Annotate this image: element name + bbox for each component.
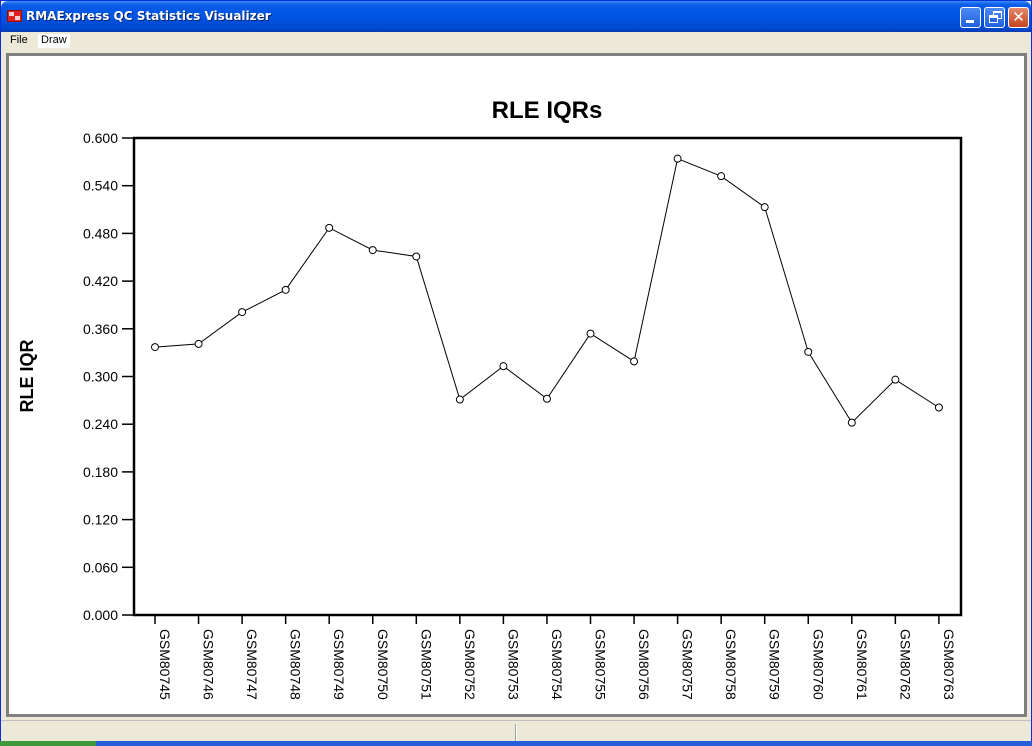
data-point (151, 343, 159, 352)
data-point (804, 347, 813, 356)
y-tick-label: 0.060 (83, 559, 118, 575)
minimize-button[interactable] (960, 7, 981, 28)
y-tick-label: 0.000 (83, 607, 118, 623)
y-tick-label: 0.240 (83, 416, 118, 432)
restore-icon-front (989, 15, 998, 23)
chart-title: RLE IQRs (492, 97, 603, 124)
window-title: RMAExpress QC Statistics Visualizer (26, 9, 271, 23)
chart-canvas: RLE IQRs RLE IQR 0.000 0.060 0.120 0.180 0.240… (6, 53, 1027, 717)
x-tick-label: GSM80758 (723, 629, 739, 700)
y-tick-label: 0.480 (83, 225, 118, 241)
y-tick-label: 0.300 (83, 369, 118, 385)
data-point (586, 329, 595, 338)
taskbar (0, 741, 1032, 746)
data-point (281, 285, 290, 294)
x-tick-label: GSM80754 (549, 629, 565, 700)
x-tick-label: GSM80756 (636, 629, 652, 700)
x-tick-label: GSM80757 (680, 629, 696, 700)
data-point (891, 375, 900, 384)
menu-file[interactable]: File (10, 34, 28, 46)
start-button[interactable] (0, 741, 96, 746)
x-tick-label: GSM80759 (767, 629, 783, 700)
data-point (934, 403, 943, 412)
x-tick-label: GSM80750 (375, 629, 391, 700)
x-tick-label: GSM80760 (810, 629, 826, 700)
status-separator (515, 724, 517, 741)
x-tick-label: GSM80745 (157, 629, 173, 700)
data-point (368, 246, 377, 255)
x-tick-label: GSM80746 (201, 629, 217, 700)
data-point (847, 418, 856, 427)
data-point (499, 362, 508, 371)
data-point (717, 172, 726, 181)
minimize-icon (966, 20, 974, 23)
y-tick-label: 0.120 (83, 512, 118, 528)
data-point (760, 203, 769, 212)
x-tick-label: GSM80755 (593, 629, 609, 700)
series-line (154, 157, 940, 424)
y-tick-label: 0.420 (83, 273, 118, 289)
x-tick-label: GSM80761 (854, 629, 870, 700)
y-tick-label: 0.360 (83, 321, 118, 337)
y-tick-label: 0.180 (83, 464, 118, 480)
restore-button[interactable] (984, 7, 1005, 28)
data-point (673, 154, 682, 163)
y-axis-label: RLE IQR (17, 339, 37, 412)
title-bar[interactable]: RMAExpress QC Statistics Visualizer ✕ (1, 1, 1031, 32)
x-tick-label: GSM80747 (244, 629, 260, 700)
x-tick-label: GSM80752 (462, 629, 478, 700)
menu-draw[interactable]: Draw (38, 34, 70, 48)
data-point (455, 395, 464, 404)
close-icon: ✕ (1012, 8, 1025, 26)
data-point (542, 394, 551, 403)
x-tick-label: GSM80748 (288, 629, 304, 700)
data-point (412, 252, 421, 261)
status-bar (1, 720, 1031, 742)
x-tick-label: GSM80751 (418, 629, 434, 700)
x-tick-label: GSM80749 (331, 629, 347, 700)
data-point (630, 357, 639, 366)
menu-bar: File Draw (1, 32, 1031, 49)
app-icon (7, 10, 22, 22)
close-button[interactable]: ✕ (1008, 7, 1029, 28)
x-tick-label: GSM80753 (505, 629, 521, 700)
data-point (325, 223, 334, 232)
y-tick-label: 0.600 (83, 130, 118, 146)
plot-area-frame (132, 136, 963, 617)
y-tick-label: 0.540 (83, 178, 118, 194)
data-point (194, 339, 203, 348)
x-tick-label: GSM80762 (897, 629, 913, 700)
rle-iqr-chart: RLE IQRs RLE IQR 0.000 0.060 0.120 0.180 0.240… (17, 97, 963, 700)
data-point (238, 308, 247, 317)
x-tick-label: GSM80763 (941, 629, 957, 700)
